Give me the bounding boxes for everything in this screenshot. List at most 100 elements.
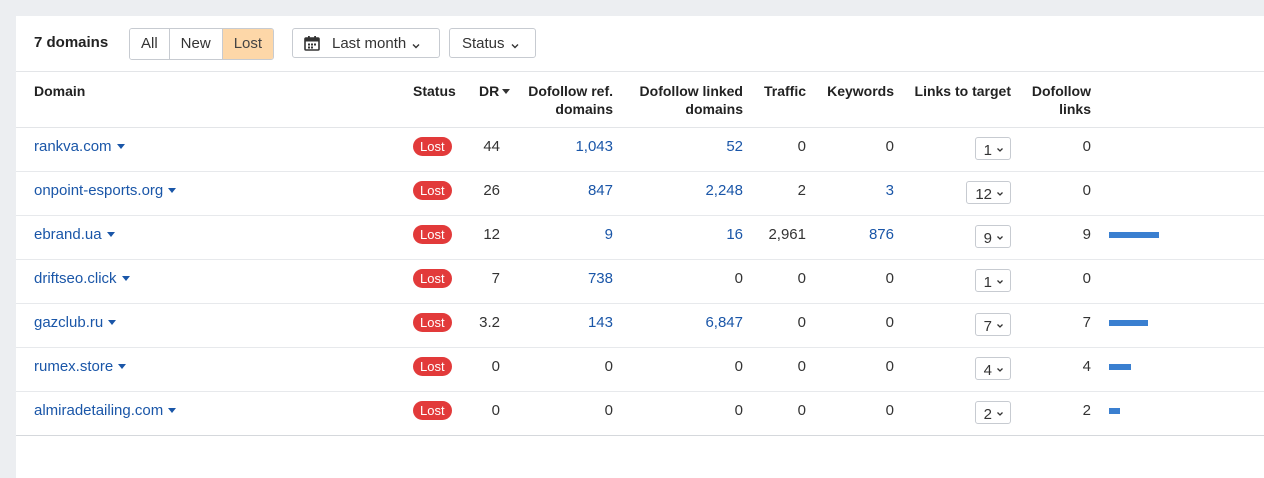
ref-domains-value[interactable]: 0 bbox=[604, 358, 613, 375]
caret-down-icon[interactable] bbox=[106, 232, 115, 237]
col-dofollow-links[interactable]: Dofollow links bbox=[1021, 82, 1091, 118]
caret-down-icon[interactable] bbox=[116, 144, 125, 149]
chevron-down-icon bbox=[996, 270, 1004, 284]
domain-link[interactable]: ebrand.ua bbox=[34, 226, 102, 243]
links-to-target-dropdown[interactable]: 2 bbox=[974, 401, 1011, 424]
dofollow-links-value: 4 bbox=[1082, 358, 1091, 375]
col-linked-domains[interactable]: Dofollow linked domains bbox=[621, 82, 743, 118]
links-to-target-value: 1 bbox=[983, 274, 992, 291]
ref-domains-value[interactable]: 847 bbox=[587, 182, 613, 199]
domain-cell: onpoint-esports.org bbox=[34, 172, 177, 215]
caret-down-icon[interactable] bbox=[168, 188, 177, 193]
domain-cell: gazclub.ru bbox=[34, 304, 117, 347]
domain-link[interactable]: driftseo.click bbox=[34, 270, 117, 287]
ref-domains-value[interactable]: 1,043 bbox=[575, 138, 613, 155]
period-label: Last month bbox=[332, 34, 407, 52]
dr-value: 12 bbox=[483, 226, 500, 243]
links-to-target-dropdown[interactable]: 12 bbox=[966, 181, 1011, 204]
links-to-target-dropdown[interactable]: 9 bbox=[974, 225, 1011, 248]
links-to-target-dropdown[interactable]: 7 bbox=[974, 313, 1011, 336]
table-row: rankva.com Lost 44 1,043 52 0 0 1 0 bbox=[16, 128, 1264, 172]
ref-domains-value[interactable]: 9 bbox=[604, 226, 613, 243]
links-to-target-value: 7 bbox=[983, 318, 992, 335]
ref-domains-value[interactable]: 143 bbox=[587, 314, 613, 331]
keywords-value[interactable]: 0 bbox=[885, 270, 894, 287]
traffic-value: 2 bbox=[797, 182, 806, 199]
links-to-target-dropdown[interactable]: 1 bbox=[974, 137, 1011, 160]
table-row: gazclub.ru Lost 3.2 143 6,847 0 0 7 7 bbox=[16, 304, 1264, 348]
linked-domains-value[interactable]: 0 bbox=[734, 402, 743, 419]
keywords-value[interactable]: 3 bbox=[885, 182, 894, 199]
domain-link[interactable]: almiradetailing.com bbox=[34, 402, 164, 419]
linked-domains-value[interactable]: 0 bbox=[734, 358, 743, 375]
linked-domains-value[interactable]: 2,248 bbox=[705, 182, 743, 199]
keywords-value[interactable]: 0 bbox=[885, 314, 894, 331]
domain-link[interactable]: rankva.com bbox=[34, 138, 112, 155]
dr-value: 0 bbox=[491, 402, 500, 419]
col-links-to-target[interactable]: Links to target bbox=[914, 83, 1011, 99]
dofollow-links-value: 2 bbox=[1082, 402, 1091, 419]
dofollow-links-value: 0 bbox=[1082, 270, 1091, 287]
dofollow-links-value: 0 bbox=[1082, 138, 1091, 155]
col-domain[interactable]: Domain bbox=[34, 83, 86, 99]
links-to-target-value: 12 bbox=[975, 186, 992, 203]
col-status[interactable]: Status bbox=[413, 83, 456, 99]
keywords-value[interactable]: 0 bbox=[885, 138, 894, 155]
col-traffic[interactable]: Traffic bbox=[763, 83, 806, 99]
filter-lost[interactable]: Lost bbox=[222, 29, 274, 59]
ref-domains-value[interactable]: 0 bbox=[604, 402, 613, 419]
backlinks-panel: 7 domains All New Lost Last month Status… bbox=[16, 16, 1264, 478]
dofollow-links-value: 0 bbox=[1082, 182, 1091, 199]
linked-domains-value[interactable]: 0 bbox=[734, 270, 743, 287]
domain-link[interactable]: onpoint-esports.org bbox=[34, 182, 164, 199]
ref-domains-value[interactable]: 738 bbox=[587, 270, 613, 287]
keywords-value[interactable]: 0 bbox=[885, 402, 894, 419]
col-dfl-line2: links bbox=[1059, 101, 1091, 117]
caret-down-icon[interactable] bbox=[118, 364, 127, 369]
keywords-value[interactable]: 0 bbox=[885, 358, 894, 375]
dofollow-links-bar bbox=[1109, 408, 1120, 414]
caret-down-icon[interactable] bbox=[168, 408, 177, 413]
domain-cell: almiradetailing.com bbox=[34, 392, 177, 435]
domain-cell: rankva.com bbox=[34, 128, 125, 171]
status-dropdown[interactable]: Status bbox=[449, 28, 536, 58]
linked-domains-value[interactable]: 16 bbox=[726, 226, 743, 243]
dr-value: 0 bbox=[491, 358, 500, 375]
chevron-down-icon bbox=[411, 38, 421, 49]
domain-link[interactable]: rumex.store bbox=[34, 358, 114, 375]
status-badge: Lost bbox=[413, 181, 452, 200]
col-ref-domains[interactable]: Dofollow ref. domains bbox=[516, 82, 613, 118]
table-row: ebrand.ua Lost 12 9 16 2,961 876 9 9 bbox=[16, 216, 1264, 260]
dofollow-links-bar bbox=[1109, 320, 1148, 326]
caret-down-icon[interactable] bbox=[108, 320, 117, 325]
dofollow-links-bar bbox=[1109, 232, 1159, 238]
col-dr[interactable]: DR bbox=[479, 82, 511, 100]
status-badge: Lost bbox=[413, 269, 452, 288]
calendar-icon bbox=[304, 35, 320, 51]
status-badge: Lost bbox=[413, 137, 452, 156]
links-to-target-dropdown[interactable]: 4 bbox=[974, 357, 1011, 380]
col-ref-line1: Dofollow ref. bbox=[528, 83, 613, 99]
filter-new[interactable]: New bbox=[169, 29, 223, 59]
linked-domains-value[interactable]: 6,847 bbox=[705, 314, 743, 331]
period-dropdown[interactable]: Last month bbox=[292, 28, 440, 58]
filter-segment: All New Lost bbox=[129, 28, 275, 60]
domain-link[interactable]: gazclub.ru bbox=[34, 314, 104, 331]
links-to-target-dropdown[interactable]: 1 bbox=[974, 269, 1011, 292]
domain-count: 7 domains bbox=[34, 34, 109, 51]
caret-down-icon[interactable] bbox=[121, 276, 130, 281]
keywords-value[interactable]: 876 bbox=[868, 226, 894, 243]
links-to-target-value: 9 bbox=[983, 230, 992, 247]
traffic-value: 0 bbox=[797, 402, 806, 419]
linked-domains-value[interactable]: 52 bbox=[726, 138, 743, 155]
dofollow-links-bar bbox=[1109, 364, 1131, 370]
chevron-down-icon bbox=[510, 38, 520, 49]
chevron-down-icon bbox=[996, 314, 1004, 328]
filter-all[interactable]: All bbox=[130, 29, 170, 59]
status-badge: Lost bbox=[413, 313, 452, 332]
col-ref-line2: domains bbox=[555, 101, 613, 117]
col-keywords[interactable]: Keywords bbox=[827, 83, 894, 99]
col-dr-label: DR bbox=[479, 83, 500, 99]
chevron-down-icon bbox=[996, 226, 1004, 240]
links-to-target-value: 4 bbox=[983, 362, 992, 379]
